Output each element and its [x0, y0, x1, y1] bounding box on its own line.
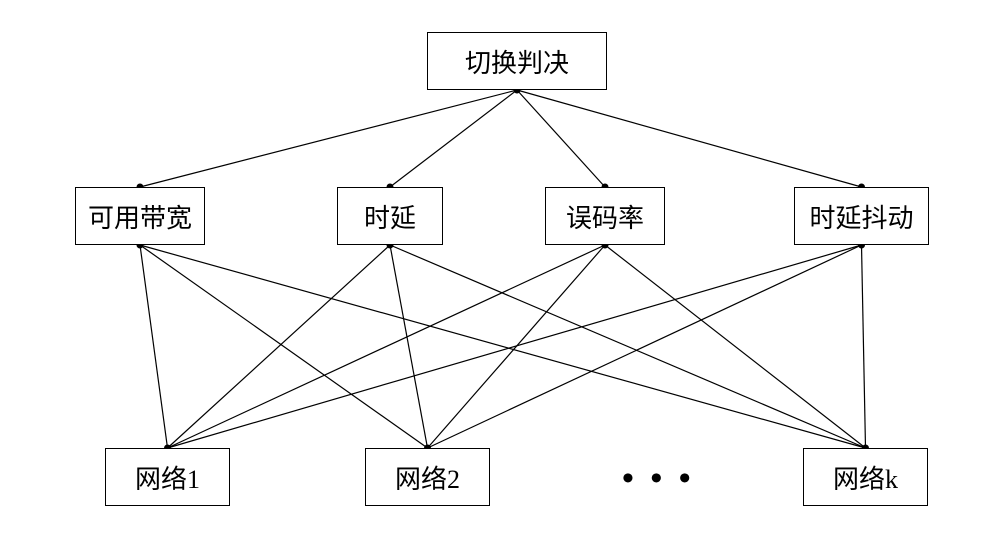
network-label: 网络k: [833, 459, 898, 496]
criteria-node-jitter: 时延抖动: [794, 187, 929, 245]
criteria-label: 误码率: [566, 198, 644, 235]
root-label: 切换判决: [465, 43, 569, 80]
ellipsis-text: • • •: [622, 460, 695, 497]
network-node-1: 网络1: [105, 448, 230, 506]
criteria-node-ber: 误码率: [545, 187, 665, 245]
network-node-k: 网络k: [803, 448, 928, 506]
network-label: 网络2: [395, 459, 460, 496]
criteria-label: 可用带宽: [88, 198, 192, 235]
network-label: 网络1: [135, 459, 200, 496]
network-node-2: 网络2: [365, 448, 490, 506]
criteria-label: 时延: [364, 198, 416, 235]
ellipsis: • • •: [622, 460, 695, 498]
criteria-node-delay: 时延: [337, 187, 443, 245]
root-node: 切换判决: [427, 32, 607, 90]
criteria-label: 时延抖动: [809, 198, 913, 235]
criteria-node-bandwidth: 可用带宽: [75, 187, 205, 245]
